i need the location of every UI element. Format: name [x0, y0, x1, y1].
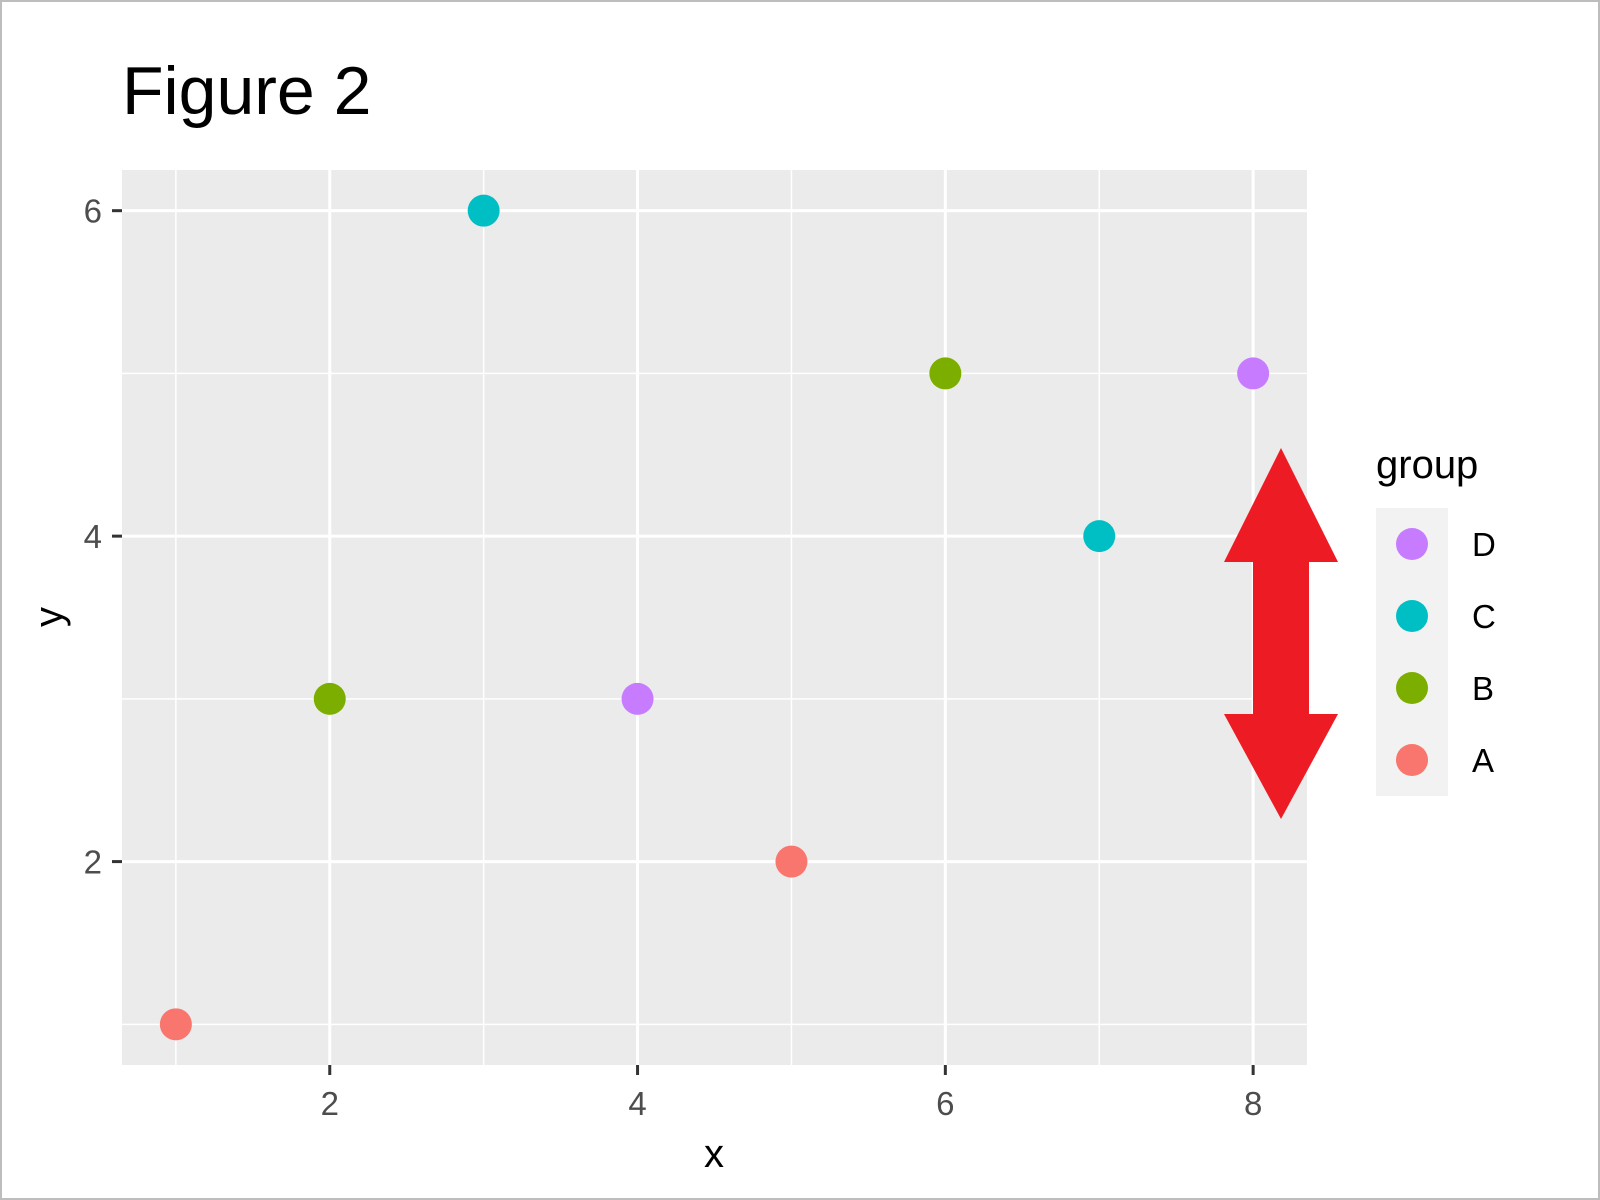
x-tick-label: 6	[936, 1085, 954, 1122]
data-point-A	[775, 845, 808, 878]
data-point-A	[159, 1008, 192, 1041]
y-tick-label: 6	[84, 193, 102, 230]
data-point-B	[313, 682, 346, 715]
data-points	[159, 194, 1270, 1041]
data-point-C	[1083, 520, 1116, 553]
x-axis-title: x	[704, 1132, 724, 1176]
y-axis-title: y	[27, 607, 71, 627]
legend-key-A	[1396, 744, 1428, 776]
chart-title: Figure 2	[122, 53, 371, 129]
y-tick-label: 4	[84, 518, 102, 555]
data-point-D	[621, 682, 654, 715]
legend-label-A: A	[1472, 742, 1494, 779]
legend-key-B	[1396, 672, 1428, 704]
data-point-C	[467, 194, 500, 227]
plot-panel	[122, 170, 1307, 1065]
data-point-D	[1237, 357, 1270, 390]
legend-title: group	[1376, 443, 1478, 487]
axis-ticks: 2 4 6 8 2 4 6	[84, 193, 1263, 1122]
x-tick-label: 2	[321, 1085, 339, 1122]
legend-key-C	[1396, 600, 1428, 632]
x-tick-label: 8	[1244, 1085, 1262, 1122]
legend-label-D: D	[1472, 526, 1496, 563]
data-point-B	[929, 357, 962, 390]
legend-label-B: B	[1472, 670, 1494, 707]
legend-label-C: C	[1472, 598, 1496, 635]
x-tick-label: 4	[628, 1085, 646, 1122]
double-arrow-annotation	[1224, 448, 1338, 819]
legend-key-D	[1396, 528, 1428, 560]
y-tick-label: 2	[84, 844, 102, 881]
